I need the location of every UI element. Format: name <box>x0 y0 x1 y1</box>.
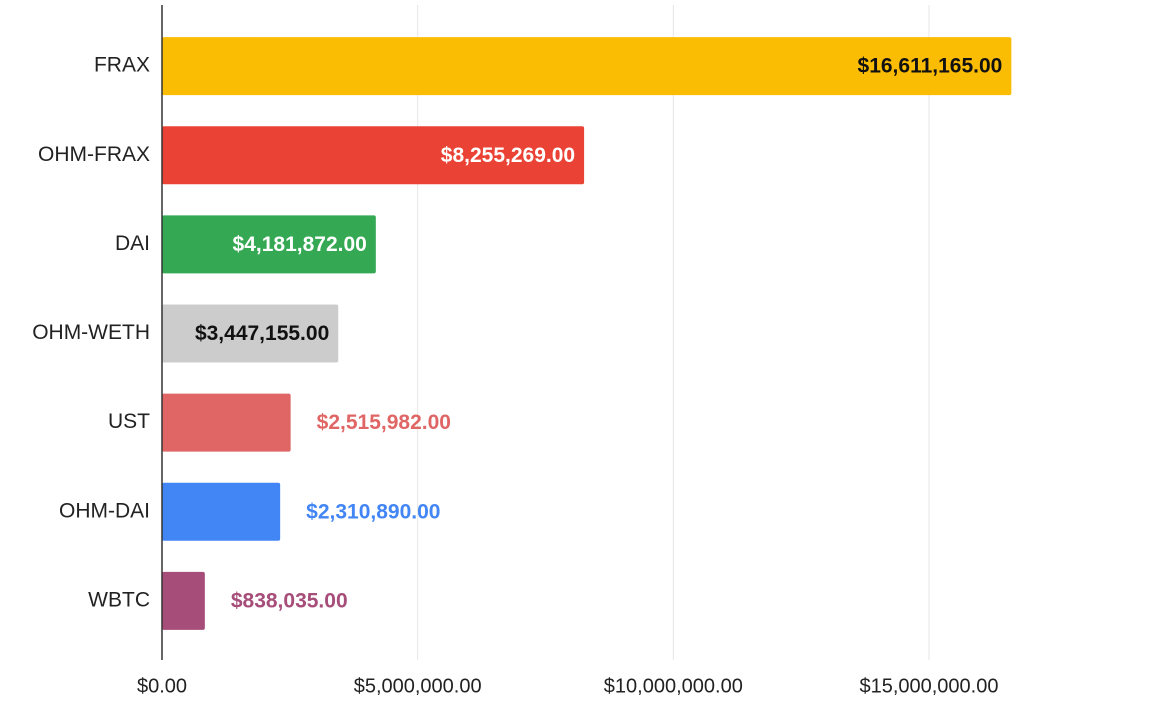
bar <box>162 482 281 541</box>
value-label: $8,255,269.00 <box>441 144 575 167</box>
y-tick-label: DAI <box>115 232 150 255</box>
y-tick-label: WBTC <box>88 588 150 611</box>
x-tick-label: $10,000,000.00 <box>604 675 743 697</box>
y-tick-label: OHM-WETH <box>32 321 150 344</box>
value-label: $4,181,872.00 <box>233 233 367 256</box>
x-tick-label: $15,000,000.00 <box>859 675 998 697</box>
bar <box>162 37 1012 96</box>
x-tick-label: $5,000,000.00 <box>354 675 482 697</box>
bar <box>162 126 585 185</box>
bar <box>162 304 339 363</box>
bar <box>162 571 205 630</box>
value-label: $3,447,155.00 <box>195 322 329 345</box>
y-tick-label: OHM-DAI <box>59 499 150 522</box>
value-label: $16,611,165.00 <box>858 55 1003 78</box>
y-tick-label: OHM-FRAX <box>38 143 150 166</box>
y-tick-label: UST <box>108 410 150 433</box>
x-tick-label: $0.00 <box>137 675 187 697</box>
value-label: $838,035.00 <box>231 589 348 612</box>
bar <box>162 393 291 452</box>
bar <box>162 215 376 274</box>
y-tick-label: FRAX <box>94 54 150 77</box>
value-label: $2,515,982.00 <box>317 411 451 434</box>
value-label: $2,310,890.00 <box>306 500 440 523</box>
